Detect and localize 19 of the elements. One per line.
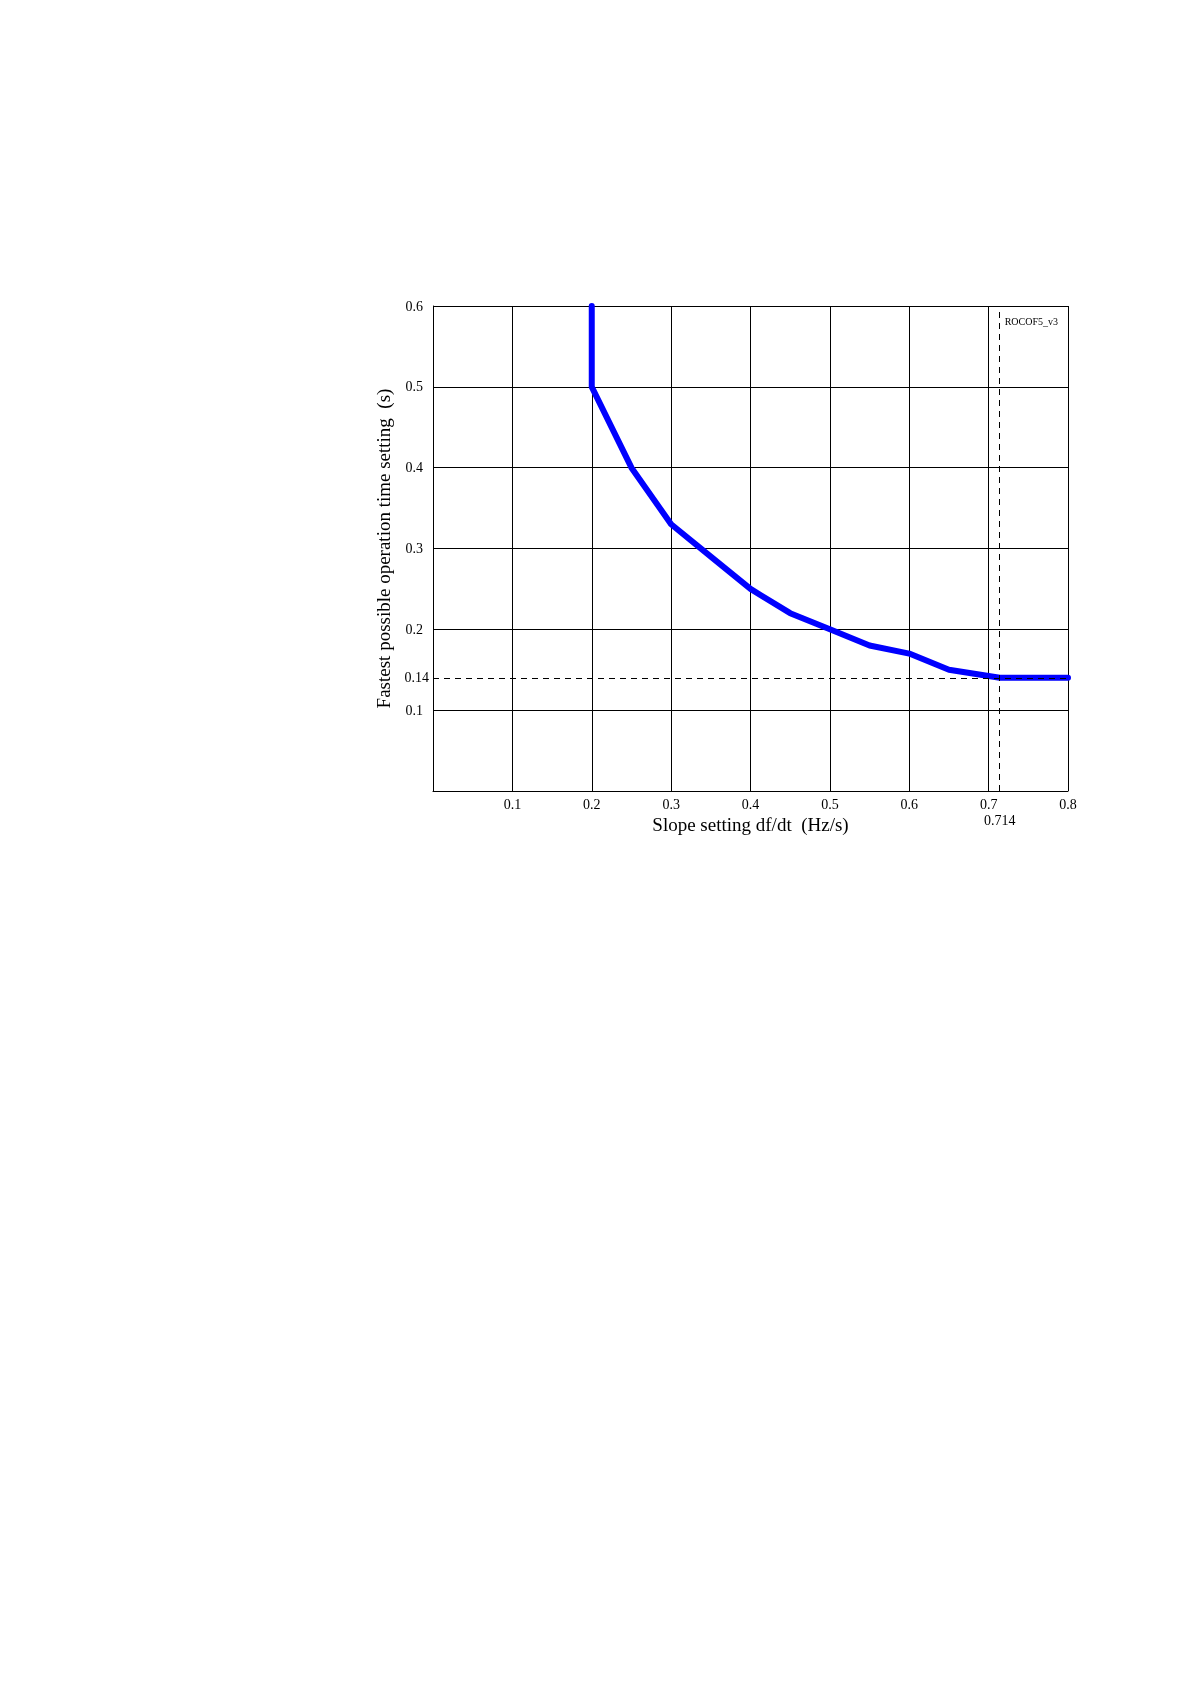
x-tick-label: 0.3 [662, 796, 680, 812]
y-tick-label: 0.3 [405, 541, 423, 556]
annotation: ROCOF5_v3 [1004, 315, 1059, 327]
y-tick-label: 0.2 [405, 621, 423, 637]
ref-line-label: 0.714 [983, 812, 1016, 828]
x-tick-label: 0.5 [821, 796, 839, 812]
x-tick-label: 0.7 [979, 796, 998, 812]
ref-line-label: 0.14 [404, 670, 429, 686]
x-axis-title: Slope setting df/dt (Hz/s) [652, 814, 849, 836]
x-tick-label: 0.8 [1059, 796, 1077, 812]
y-tick-label: 0.6 [405, 298, 423, 314]
x-tick-label: 0.6 [900, 796, 918, 812]
y-tick-label: 0.1 [405, 702, 423, 718]
x-tick-label: 0.2 [583, 796, 601, 812]
y-tick-label: 0.4 [405, 460, 423, 476]
y-tick-label: 0.5 [405, 379, 423, 395]
x-tick-label: 0.1 [503, 796, 522, 812]
x-tick-label: 0.4 [741, 796, 760, 812]
y-axis-title: Fastest possible operation time setting (s) [373, 388, 395, 709]
